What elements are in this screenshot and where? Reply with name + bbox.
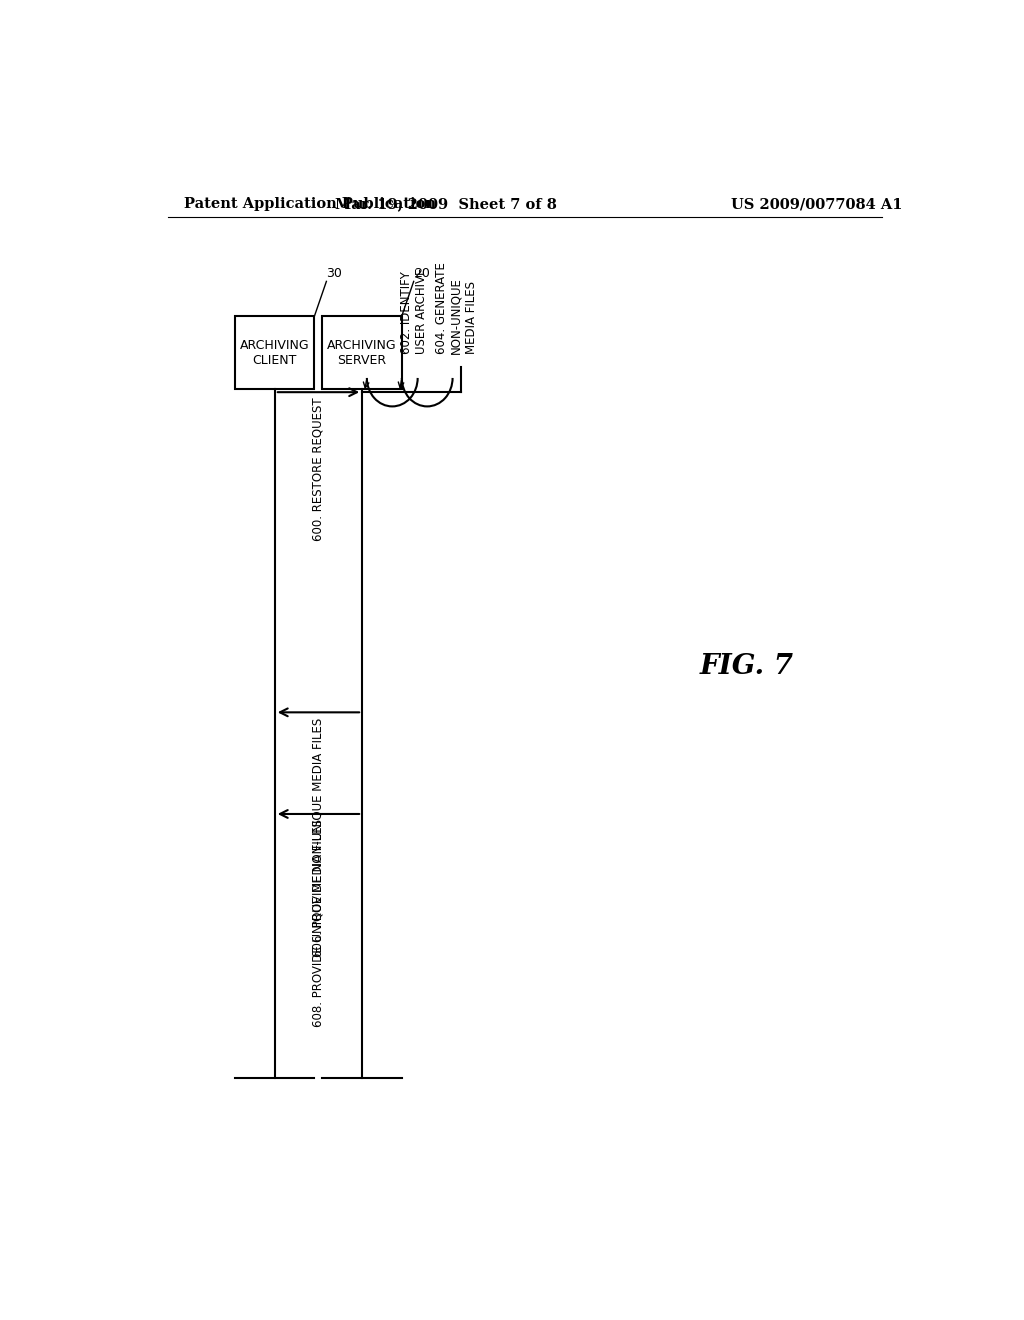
Text: 20: 20 [414,268,430,280]
Text: 606. PROVIDE NON-UNIQUE MEDIA FILES: 606. PROVIDE NON-UNIQUE MEDIA FILES [312,718,325,957]
Text: ARCHIVING
SERVER: ARCHIVING SERVER [328,338,397,367]
Bar [323,315,401,389]
Text: 600. RESTORE REQUEST: 600. RESTORE REQUEST [312,397,325,541]
Text: ARCHIVING
CLIENT: ARCHIVING CLIENT [240,338,309,367]
Text: Patent Application Publication: Patent Application Publication [183,197,435,211]
Text: 30: 30 [327,268,342,280]
Text: Mar. 19, 2009  Sheet 7 of 8: Mar. 19, 2009 Sheet 7 of 8 [335,197,556,211]
Text: 608. PROVIDE UNIQUE MEDIA FILES: 608. PROVIDE UNIQUE MEDIA FILES [312,818,325,1027]
Text: 604. GENERATE
NON-UNIQUE
MEDIA FILES: 604. GENERATE NON-UNIQUE MEDIA FILES [435,261,478,354]
Text: 602. IDENTIFY
USER ARCHIVE: 602. IDENTIFY USER ARCHIVE [400,267,428,354]
Text: US 2009/0077084 A1: US 2009/0077084 A1 [731,197,902,211]
Text: FIG. 7: FIG. 7 [700,653,794,680]
Bar [236,315,314,389]
